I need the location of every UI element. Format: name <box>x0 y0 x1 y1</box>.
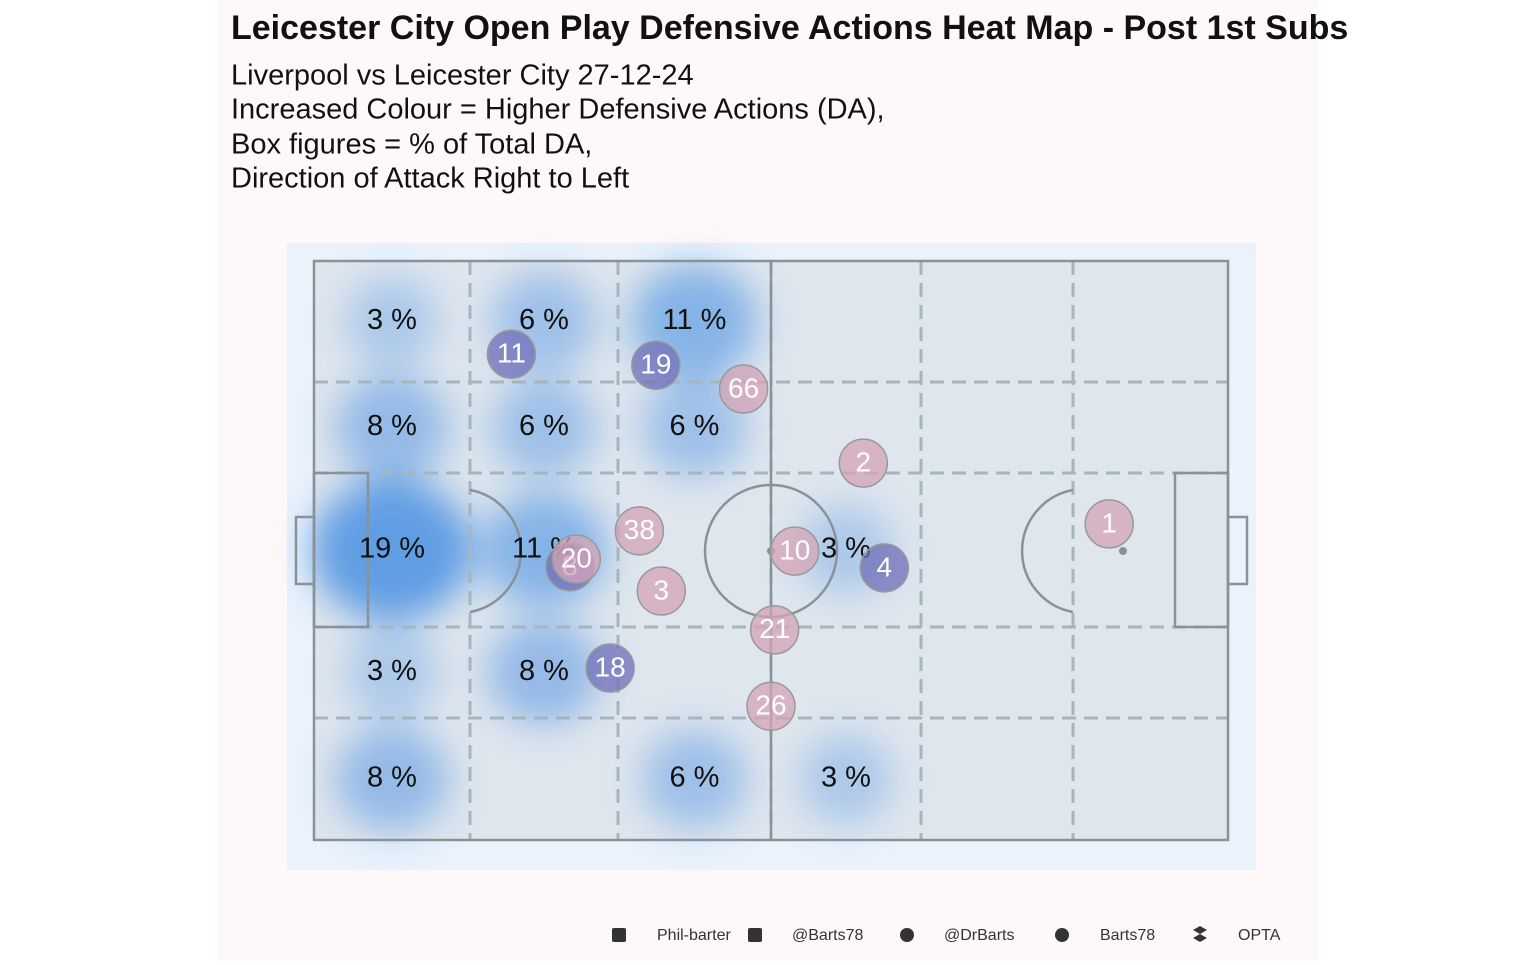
footer-text: @Barts78 <box>792 927 863 944</box>
player-number: 18 <box>595 651 626 682</box>
footer-text: Barts78 <box>1100 927 1155 944</box>
chart-title: Leicester City Open Play Defensive Actio… <box>231 9 1348 47</box>
icon <box>748 928 762 942</box>
goal <box>294 515 316 586</box>
subtitle: Box figures = % of Total DA, <box>231 129 592 161</box>
zone-label: 6 % <box>519 410 569 442</box>
player-marker <box>859 543 910 593</box>
heat-blob <box>312 480 472 620</box>
zone-label: 3 % <box>821 762 871 794</box>
heat-blob <box>491 378 597 477</box>
heat-blob <box>345 627 439 718</box>
subtitle: Liverpool vs Leicester City 27-12-24 <box>231 60 694 92</box>
player-marker <box>631 340 681 390</box>
icon <box>900 928 914 942</box>
zone-label: 8 % <box>367 410 417 442</box>
player-marker <box>1084 499 1134 549</box>
player-marker <box>636 566 687 616</box>
player-number: 38 <box>624 514 655 545</box>
icon <box>1055 928 1069 942</box>
player-number: 3 <box>654 574 670 605</box>
zone-label: 8 % <box>519 655 569 687</box>
player-number: 26 <box>755 690 786 721</box>
player-marker <box>585 643 635 693</box>
player-number: 10 <box>779 534 810 565</box>
zone-label: 3 % <box>367 304 417 336</box>
zone-label: 11 % <box>663 304 727 336</box>
player-marker <box>551 534 602 584</box>
player-marker <box>770 526 820 576</box>
player-number: 20 <box>561 543 592 574</box>
zone-label: 19 % <box>359 533 425 565</box>
player-number: 2 <box>856 446 872 477</box>
player-marker <box>614 506 665 556</box>
heat-blob <box>487 619 601 726</box>
zone-labels: 3 % 6 % 11 %8 % 6 % 6 %19 % 11 % 3 %3 % 8 %8 % 6… <box>359 304 871 794</box>
player-number: 19 <box>640 349 671 380</box>
player-number: 11 <box>497 338 526 369</box>
penalty-arc <box>1020 488 1074 614</box>
footer: Phil-barter @Barts78 @DrBarts Barts78 OP… <box>612 926 1281 944</box>
heat-blob <box>641 378 748 477</box>
player-number: 1 <box>1101 507 1117 538</box>
player-number: 66 <box>728 372 759 403</box>
subtitle: Direction of Attack Right to Left <box>231 163 629 195</box>
player-marker <box>749 605 800 655</box>
player-number: 4 <box>877 551 893 582</box>
player-marker <box>486 329 537 379</box>
heat-blob <box>335 374 449 481</box>
heat-blob <box>799 734 893 824</box>
zone-label: 6 % <box>670 410 720 442</box>
goal <box>1226 515 1249 586</box>
heat-blob <box>335 726 449 832</box>
subtitle: Increased Colour = Higher Defensive Acti… <box>231 94 885 126</box>
player-marker <box>838 438 889 488</box>
player-number: 21 <box>759 613 790 644</box>
icon <box>612 928 626 942</box>
player-marker <box>718 364 769 414</box>
zone-label: 6 % <box>519 304 569 336</box>
footer-text: @DrBarts <box>944 927 1014 944</box>
zone-label: 8 % <box>367 762 417 794</box>
zone-grid <box>314 261 1228 840</box>
penalty-arc <box>469 488 523 614</box>
icon <box>1193 926 1207 942</box>
players: 11198184662382031021261 <box>486 329 1134 732</box>
zone-label: 3 % <box>367 655 417 687</box>
footer-text: Phil-barter <box>657 927 731 944</box>
heat-blob <box>641 729 748 829</box>
footer-text: OPTA <box>1238 927 1281 944</box>
player-marker <box>746 681 796 732</box>
zone-label: 6 % <box>670 762 720 794</box>
penalty-spot <box>1119 547 1127 555</box>
heat-blob <box>345 276 439 367</box>
